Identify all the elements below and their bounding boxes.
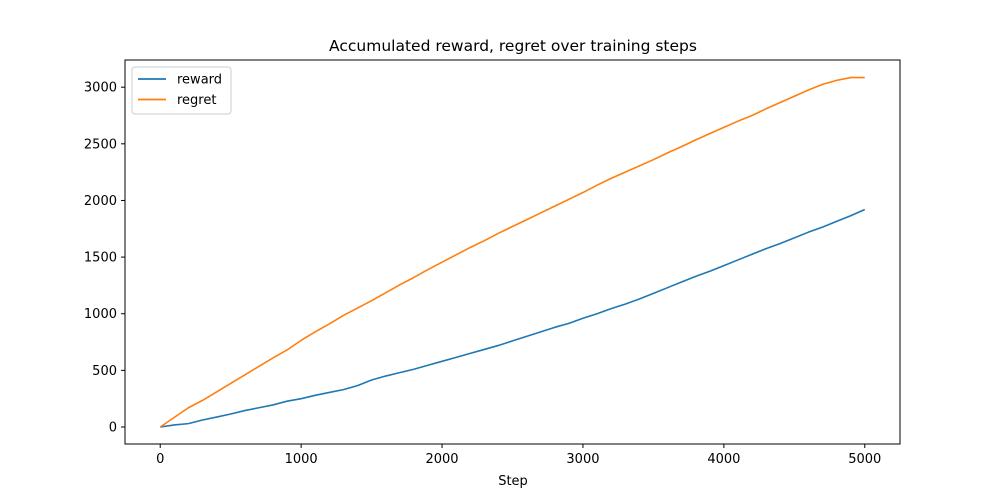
chart-title: Accumulated reward, regret over training…	[329, 37, 697, 55]
x-tick-label: 1000	[285, 452, 318, 467]
x-tick-label: 5000	[848, 452, 881, 467]
legend-label-reward: reward	[177, 73, 222, 88]
x-axis-label: Step	[498, 474, 528, 489]
y-tick-label: 2500	[84, 137, 117, 152]
y-tick-label: 500	[92, 364, 117, 379]
legend: reward regret	[132, 67, 231, 114]
x-tick-label: 2000	[425, 452, 458, 467]
y-tick-label: 3000	[84, 81, 117, 96]
y-tick-label: 1500	[84, 251, 117, 266]
y-tick-label: 1000	[84, 307, 117, 322]
plot-area	[125, 60, 900, 444]
y-tick-label: 2000	[84, 194, 117, 209]
x-tick-label: 0	[156, 452, 164, 467]
x-tick-label: 4000	[707, 452, 740, 467]
y-tick-label: 0	[109, 421, 117, 436]
x-tick-label: 3000	[566, 452, 599, 467]
legend-label-regret: regret	[177, 93, 216, 108]
